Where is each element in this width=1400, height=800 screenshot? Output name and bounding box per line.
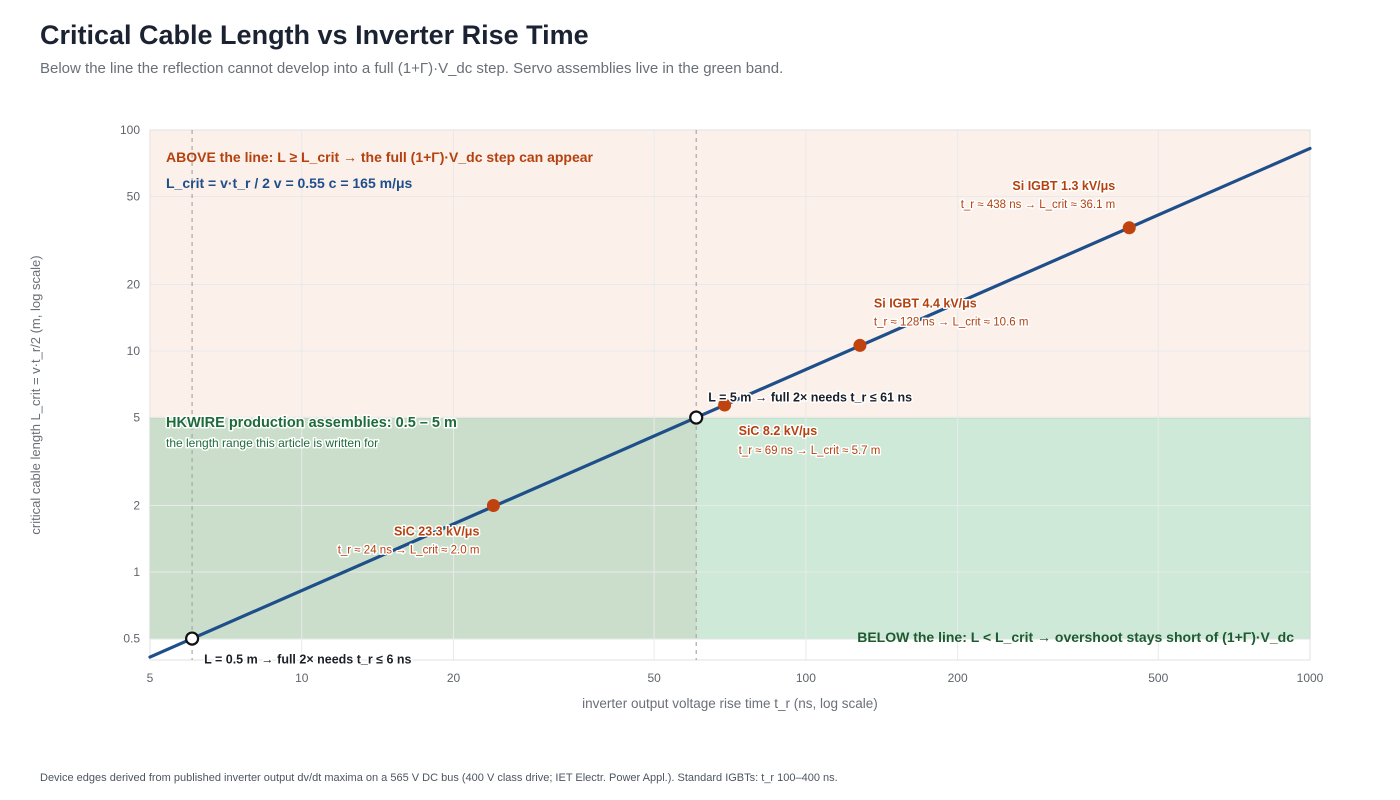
device-point — [718, 398, 732, 412]
band-label: HKWIRE production assemblies: 0.5 – 5 m — [166, 415, 457, 431]
y-tick-label: 20 — [127, 277, 141, 291]
threshold-label: L = 5 m → full 2× needs t_r ≤ 61 ns — [708, 391, 912, 405]
x-tick-label: 5 — [147, 671, 154, 685]
device-point — [1122, 221, 1136, 235]
device-name-label: SiC 23.3 kV/μs — [394, 525, 480, 539]
device-name-label: SiC 8.2 kV/μs — [739, 424, 818, 438]
x-tick-label: 100 — [796, 671, 816, 685]
below-region-note: BELOW the line: L < L_crit → overshoot s… — [857, 629, 1294, 645]
device-name-label: Si IGBT 4.4 kV/μs — [874, 296, 977, 310]
x-tick-label: 1000 — [1297, 671, 1324, 685]
y-tick-label: 0.5 — [123, 632, 140, 646]
device-point — [853, 338, 867, 352]
device-detail-label: t_r ≈ 128 ns → L_crit ≈ 10.6 m — [874, 316, 1029, 328]
device-name-label: Si IGBT 1.3 kV/μs — [1012, 179, 1115, 193]
y-tick-label: 100 — [120, 123, 140, 137]
y-tick-label: 10 — [127, 344, 141, 358]
above-region-note: ABOVE the line: L ≥ L_crit → the full (1… — [166, 149, 594, 165]
y-tick-label: 5 — [133, 411, 140, 425]
threshold-point — [184, 631, 200, 646]
device-detail-label: t_r ≈ 24 ns → L_crit ≈ 2.0 m — [338, 545, 480, 557]
formula-note: L_crit = v·t_r / 2 v = 0.55 c = 165 m/μs — [166, 175, 413, 191]
above-region-shade — [150, 130, 1310, 418]
chart-subtitle: Below the line the reflection cannot dev… — [40, 60, 784, 77]
x-tick-label: 500 — [1148, 671, 1168, 685]
device-detail-label: t_r ≈ 69 ns → L_crit ≈ 5.7 m — [739, 445, 881, 457]
threshold-label: L = 0.5 m → full 2× needs t_r ≤ 6 ns — [204, 653, 411, 667]
device-detail-label: t_r ≈ 438 ns → L_crit ≈ 36.1 m — [961, 199, 1116, 211]
footnote: Device edges derived from published inve… — [40, 772, 838, 784]
y-tick-label: 50 — [127, 190, 141, 204]
plot-frame — [149, 129, 1311, 661]
x-tick-label: 50 — [647, 671, 661, 685]
y-tick-label: 1 — [133, 565, 140, 579]
device-point — [486, 499, 500, 513]
y-axis-label: critical cable length L_crit = v·t_r/2 (… — [28, 255, 43, 534]
threshold-point — [689, 410, 704, 425]
x-axis-label: inverter output voltage rise time t_r (n… — [582, 696, 878, 711]
band-overlap-shade — [150, 417, 697, 639]
x-tick-label: 20 — [447, 671, 461, 685]
x-tick-label: 10 — [295, 671, 309, 685]
x-tick-label: 200 — [948, 671, 968, 685]
band-sublabel: the length range this article is written… — [166, 436, 378, 450]
chart-title: Critical Cable Length vs Inverter Rise T… — [40, 20, 589, 50]
y-tick-label: 2 — [133, 499, 140, 513]
